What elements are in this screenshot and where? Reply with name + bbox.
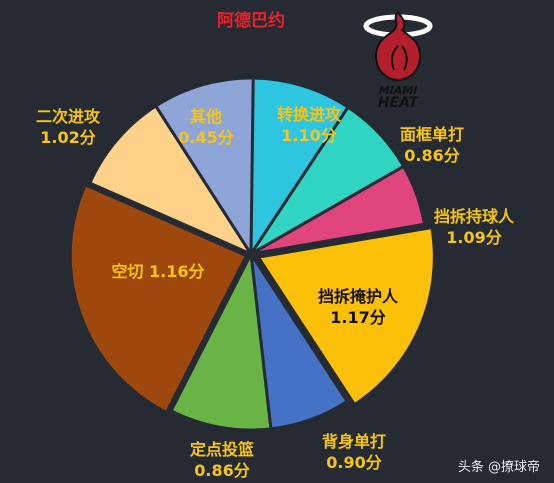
slice-name-label: 转换进攻 (277, 105, 342, 124)
slice-name-label: 定点投篮 (189, 440, 254, 459)
slice-name-label: 面框单打 (400, 125, 464, 144)
logo-text-heat: HEAT (378, 95, 420, 110)
slice-name-label: 其他 (190, 107, 222, 126)
miami-heat-logo: MIAMI HEAT (363, 10, 433, 110)
slice-value-label: 1.02分 (40, 128, 95, 147)
logo-text-miami: MIAMI (379, 84, 418, 97)
pie-slice (68, 182, 249, 415)
slice-name-label: 挡拆掩护人 (318, 287, 399, 306)
slice-label: 空切 1.16分 (111, 262, 204, 281)
slice-value-label: 1.10分 (281, 126, 336, 145)
watermark: 头条 @撩球帝 (457, 460, 540, 475)
pie-slice (87, 103, 255, 258)
slice-name-label: 挡拆持球人 (434, 207, 515, 226)
pie-slice (153, 76, 255, 260)
chart-title: 阿德巴约 (217, 11, 285, 31)
slice-value-label: 0.45分 (178, 128, 233, 147)
slice-value-label: 0.86分 (194, 461, 249, 480)
slice-value-label: 1.17分 (330, 308, 385, 327)
slice-name-label: 背身单打 (322, 432, 386, 451)
slice-name-label: 二次进攻 (36, 107, 101, 126)
slice-value-label: 0.86分 (404, 146, 459, 165)
pie-slice (169, 248, 273, 432)
pie-slice (250, 164, 427, 256)
slice-value-label: 0.90分 (326, 453, 381, 472)
slice-value-label: 1.09分 (446, 228, 501, 247)
pie-slice (255, 225, 436, 407)
